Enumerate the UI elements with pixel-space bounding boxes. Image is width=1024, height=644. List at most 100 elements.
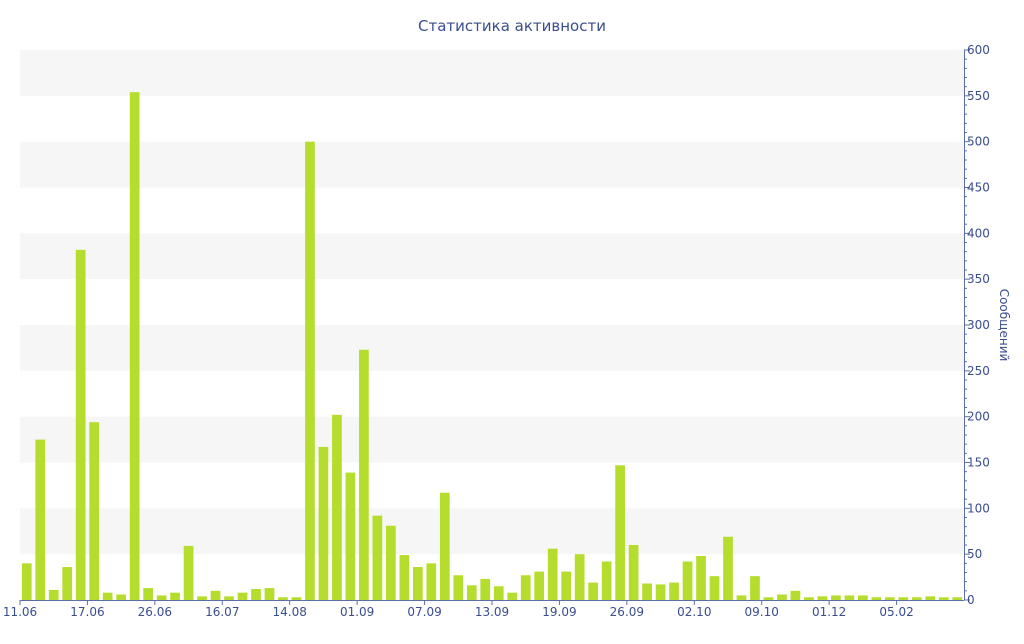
bar xyxy=(48,589,59,600)
y-tick-label: 450 xyxy=(967,181,990,195)
bar xyxy=(763,597,774,600)
x-axis: 11.06 17.06 26.06 16.07 14.08 01.09 07.09 13.09… xyxy=(3,600,964,619)
bar xyxy=(817,596,828,600)
bar-series xyxy=(21,92,963,601)
bar xyxy=(911,597,922,600)
bar xyxy=(723,536,733,600)
x-tick-label: 17.06 xyxy=(70,605,104,619)
x-tick-label: 07.09 xyxy=(407,605,441,619)
y-tick-label: 50 xyxy=(967,547,982,561)
bar xyxy=(520,575,531,600)
bar xyxy=(696,556,706,600)
bar xyxy=(871,597,882,600)
x-tick-label: 26.06 xyxy=(138,605,172,619)
bar xyxy=(750,576,760,600)
bar xyxy=(102,592,113,600)
bar xyxy=(399,555,410,600)
bar xyxy=(359,349,369,600)
grid-band xyxy=(20,50,964,96)
bar xyxy=(278,597,288,600)
bar xyxy=(183,545,194,600)
y-axis-label: Сообщений xyxy=(997,289,1011,362)
x-tick-label: 16.07 xyxy=(205,605,239,619)
bar xyxy=(143,588,153,600)
bar xyxy=(89,422,100,600)
x-tick-label: 13.09 xyxy=(475,605,509,619)
bar xyxy=(332,414,342,600)
x-tick-label: 11.06 xyxy=(3,605,37,619)
bar xyxy=(291,597,302,600)
y-tick-label: 300 xyxy=(967,318,990,332)
bar xyxy=(884,597,895,600)
bar xyxy=(62,567,73,600)
bar xyxy=(21,563,32,600)
bar xyxy=(642,583,652,600)
bar xyxy=(386,525,396,600)
bar xyxy=(952,597,963,600)
bar xyxy=(170,592,180,600)
y-tick-label: 200 xyxy=(967,410,990,424)
bar xyxy=(804,597,814,600)
x-tick-label: 01.12 xyxy=(812,605,846,619)
y-axis: 0 50 100 150 200 250 300 350 400 450 500 550 600 xyxy=(964,43,990,607)
y-tick-label: 400 xyxy=(967,226,990,240)
grid-band xyxy=(20,141,964,188)
bar xyxy=(588,582,598,600)
y-tick-label: 100 xyxy=(967,501,990,515)
bar xyxy=(318,446,329,600)
bar xyxy=(736,595,747,600)
bar xyxy=(561,571,572,600)
bar xyxy=(898,597,909,600)
bar xyxy=(628,545,639,600)
bar xyxy=(601,561,612,600)
bar xyxy=(156,595,167,600)
bar xyxy=(439,492,450,600)
y-tick-label: 550 xyxy=(967,89,990,103)
bar xyxy=(831,595,841,600)
bar xyxy=(372,515,383,600)
bar xyxy=(615,465,625,600)
x-tick-label: 14.08 xyxy=(273,605,307,619)
bar xyxy=(682,561,693,600)
x-tick-label: 19.09 xyxy=(542,605,576,619)
bar xyxy=(709,576,720,600)
grid-band xyxy=(20,233,964,280)
bar xyxy=(547,548,558,600)
y-tick-label: 350 xyxy=(967,272,990,286)
bar xyxy=(412,567,423,600)
bar xyxy=(264,588,275,600)
bar xyxy=(655,584,666,600)
bar xyxy=(574,554,585,600)
grid-bands xyxy=(20,50,964,555)
bar xyxy=(251,589,261,600)
bar xyxy=(669,582,679,600)
bar xyxy=(925,596,936,600)
bar xyxy=(305,141,315,601)
y-tick-label: 250 xyxy=(967,364,990,378)
grid-band xyxy=(20,508,964,555)
x-tick-label: 01.09 xyxy=(340,605,374,619)
bar xyxy=(345,472,356,600)
bar xyxy=(507,592,518,600)
bar xyxy=(237,592,248,600)
chart-title: Статистика активности xyxy=(418,17,606,35)
bar xyxy=(224,596,234,600)
y-tick-label: 500 xyxy=(967,135,990,149)
bar xyxy=(197,596,207,600)
bar xyxy=(938,597,949,600)
bar xyxy=(426,563,437,600)
bar xyxy=(480,578,491,600)
bar xyxy=(777,594,787,600)
bar xyxy=(493,586,504,600)
bar xyxy=(844,595,855,600)
y-tick-label: 150 xyxy=(967,456,990,470)
bar xyxy=(858,595,868,600)
bar xyxy=(129,92,140,601)
grid-band xyxy=(20,325,964,371)
bar xyxy=(466,585,477,600)
bar xyxy=(116,594,126,600)
bar xyxy=(790,590,801,600)
bar xyxy=(75,249,86,600)
grid-band xyxy=(20,416,964,463)
